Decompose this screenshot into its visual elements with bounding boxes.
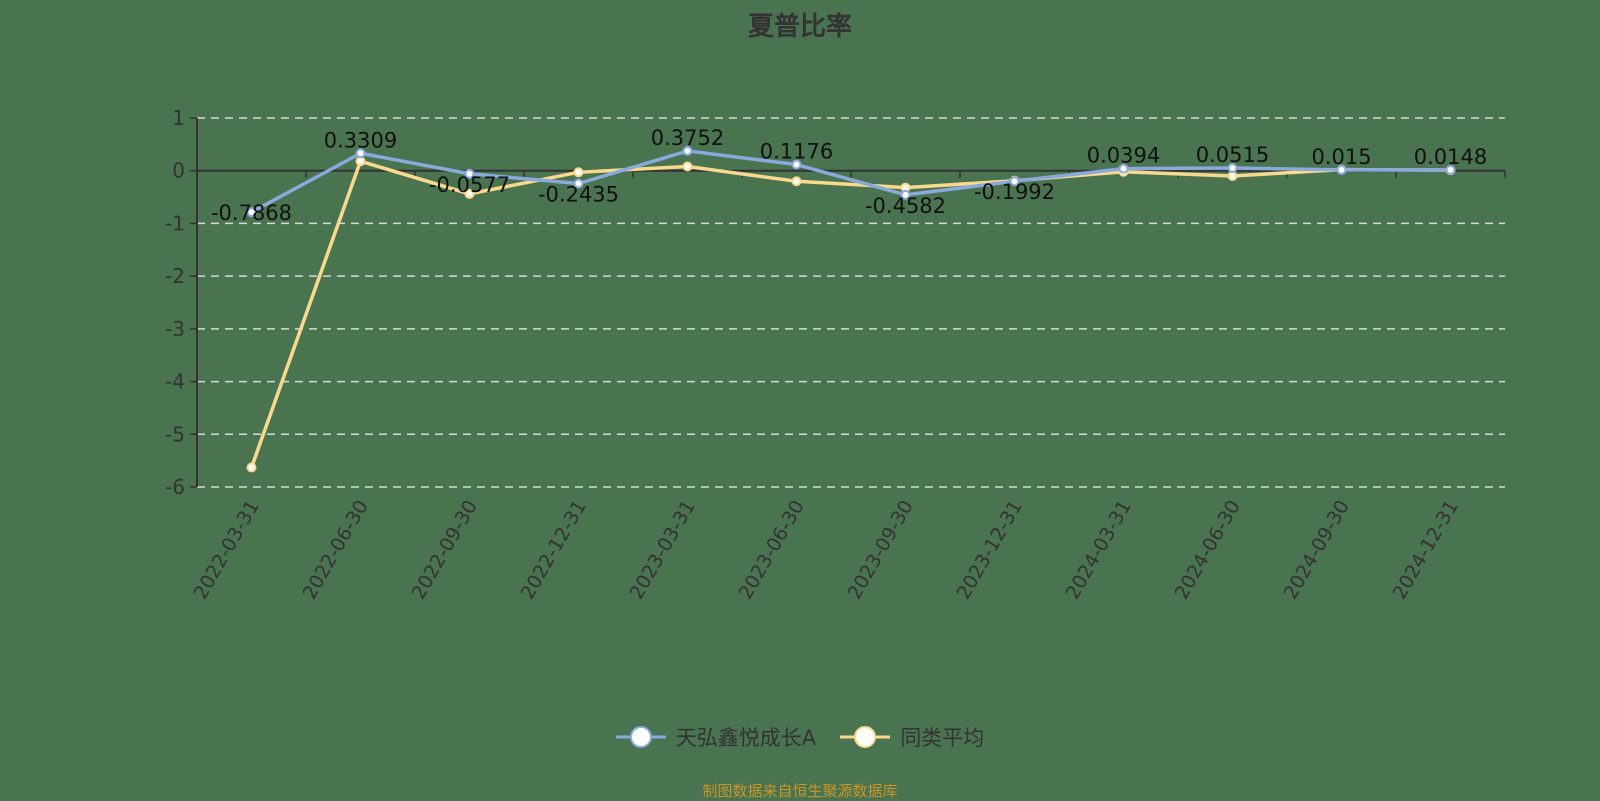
y-tick-label: -5 [165,422,185,446]
y-tick-label: -3 [165,317,185,341]
data-label: 0.0394 [1087,144,1160,168]
data-label: -0.0577 [429,173,510,197]
data-label: -0.4582 [865,194,946,218]
series-lines [246,145,1456,473]
x-tick-label: 2024-03-31 [1062,497,1136,604]
legend-marker-fund-icon [615,726,666,748]
data-labels: -0.7868 0.3309 -0.0577 -0.2435 0.3752 0.1176 -… [211,126,1487,225]
data-label: 0.015 [1311,145,1371,169]
data-point[interactable] [464,188,475,199]
y-tick-label: -6 [165,475,185,499]
data-label: 0.3752 [651,126,724,150]
legend: 天弘鑫悦成长A 同类平均 [0,722,1600,752]
grid-lines [197,117,1505,488]
x-tick-label: 2023-12-31 [953,497,1027,604]
x-tick-label: 2022-09-30 [408,497,482,604]
data-point[interactable] [791,176,802,187]
x-tick-label: 2023-09-30 [844,497,918,604]
data-point[interactable] [791,159,802,170]
data-point[interactable] [355,156,366,167]
data-point[interactable] [573,167,584,178]
data-point[interactable] [246,207,257,218]
data-label: -0.7868 [211,201,292,225]
legend-marker-peer-icon [840,726,891,748]
data-label: -0.1992 [974,180,1055,204]
peer-average-line [249,159,1451,469]
data-point[interactable] [246,462,257,473]
data-point[interactable] [355,148,366,159]
data-point[interactable] [573,178,584,189]
data-point[interactable] [1227,162,1238,173]
data-point[interactable] [464,168,475,179]
data-label: 0.3309 [324,128,397,152]
data-point[interactable] [682,145,693,156]
x-tick-label: 2022-03-31 [190,497,264,604]
data-point[interactable] [1445,164,1456,175]
chart-title: 夏普比率 [747,12,852,42]
legend-item-fund[interactable]: 天弘鑫悦成长A [615,722,817,752]
data-label: 0.0515 [1196,143,1269,167]
y-tick-label: -2 [165,264,185,288]
x-tick-label: 2023-03-31 [626,497,700,604]
y-tick-label: 0 [172,159,185,183]
data-point[interactable] [1227,170,1238,181]
y-tick-label: 1 [172,106,185,130]
data-point[interactable] [900,189,911,200]
legend-item-peer-average[interactable]: 同类平均 [840,722,984,752]
x-tick-label: 2024-09-30 [1280,497,1354,604]
data-point[interactable] [1009,176,1020,187]
data-label: 0.0148 [1414,145,1487,169]
y-tick-label: -4 [165,370,185,394]
x-tick-label: 2022-06-30 [299,497,373,604]
data-label: -0.2435 [538,183,619,207]
data-point[interactable] [1336,164,1347,175]
data-point[interactable] [1118,163,1129,174]
x-tick-label: 2023-06-30 [735,497,809,604]
fund-line [250,149,1451,214]
data-label: 0.1176 [760,140,833,164]
legend-label-fund: 天弘鑫悦成长A [675,726,817,750]
x-tick-label: 2024-12-31 [1389,497,1463,604]
x-tick-label: 2024-06-30 [1171,497,1245,604]
legend-label-peer-average: 同类平均 [900,726,985,750]
data-point[interactable] [682,161,693,172]
y-tick-label: -1 [165,211,185,235]
x-tick-label: 2022-12-31 [517,497,591,604]
data-source-note: 制图数据来自恒生聚源数据库 [702,782,898,800]
